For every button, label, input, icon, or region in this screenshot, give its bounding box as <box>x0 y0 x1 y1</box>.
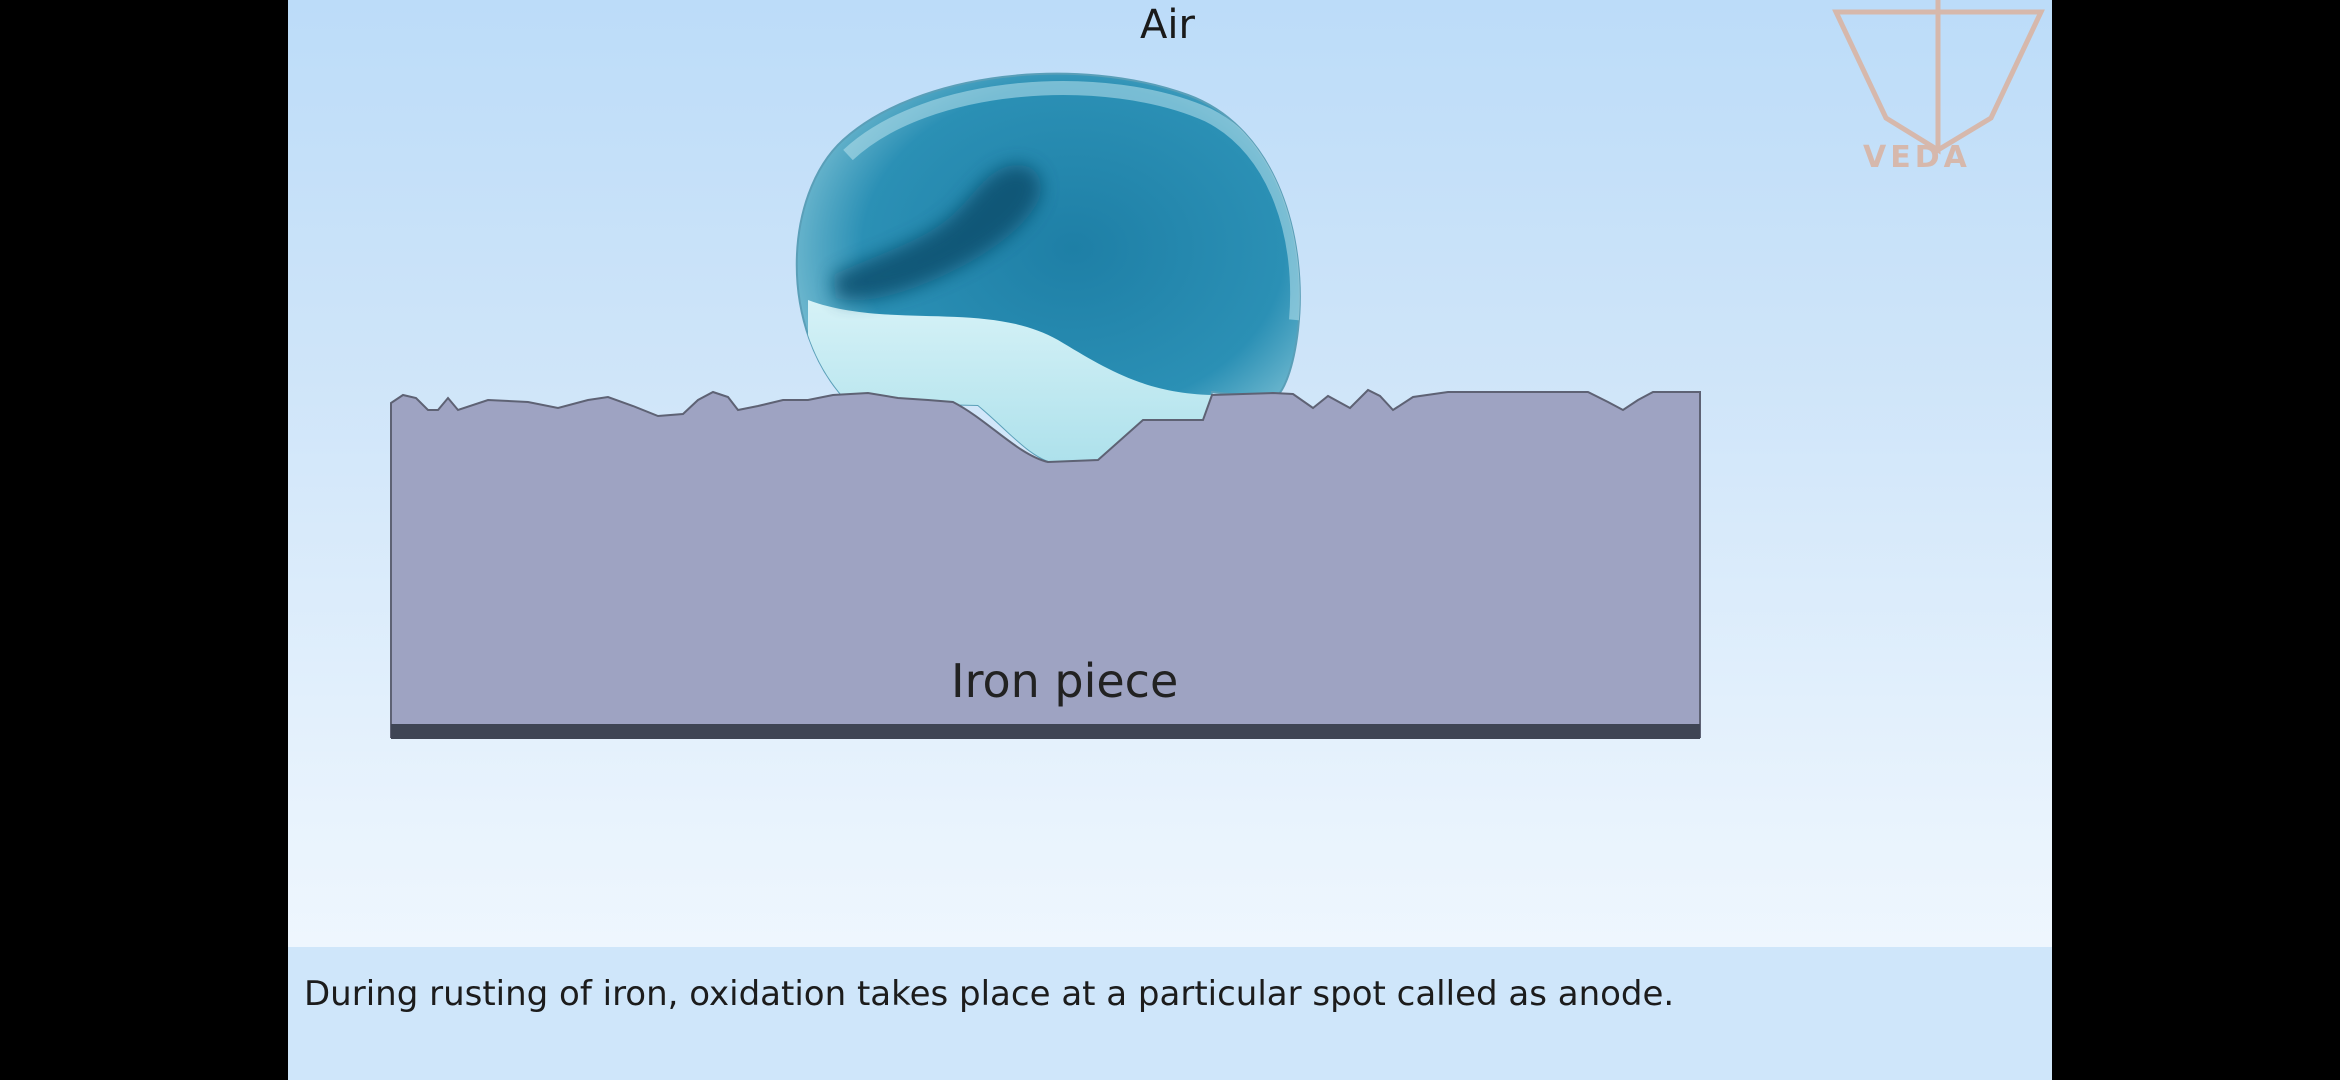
iron-piece <box>390 388 1701 739</box>
lesson-stage: Air Iron piece VEDA During rusting of ir… <box>288 0 2052 1080</box>
caption-text: During rusting of iron, oxidation takes … <box>304 974 1675 1014</box>
veda-logo-text: VEDA <box>1863 140 1971 175</box>
veda-logo <box>1832 0 2045 155</box>
iron-base-edge <box>391 724 1700 739</box>
rusting-diagram <box>390 0 2045 739</box>
iron-piece-label: Iron piece <box>951 654 1179 708</box>
air-label: Air <box>1140 2 1195 48</box>
caption-bar: During rusting of iron, oxidation takes … <box>288 947 2052 1080</box>
water-droplet <box>795 72 1301 464</box>
